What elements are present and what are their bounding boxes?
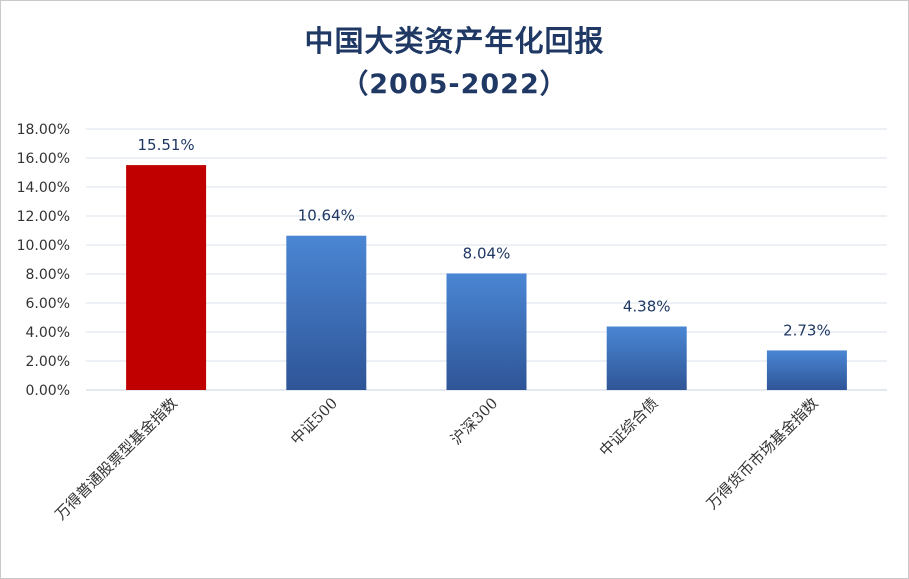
bar: [606, 326, 687, 390]
y-tick-label: 4.00%: [26, 325, 70, 341]
y-tick-label: 8.00%: [26, 267, 70, 283]
y-tick-label: 10.00%: [17, 238, 70, 254]
x-axis-categories: 万得普通股票型基金指数 中证500 沪深300 中证综合债 万得货币市场基金指数: [52, 394, 822, 523]
bar: [286, 235, 367, 390]
data-label: 8.04%: [463, 244, 511, 262]
chart-subtitle: （2005-2022）: [341, 69, 568, 100]
y-tick-label: 14.00%: [17, 180, 70, 196]
category-label: 万得普通股票型基金指数: [52, 394, 181, 523]
category-label: 中证综合债: [596, 394, 662, 460]
data-label: 15.51%: [137, 136, 194, 154]
category-label: 中证500: [287, 394, 341, 448]
y-tick-label: 6.00%: [26, 296, 70, 312]
category-label: 沪深300: [447, 394, 501, 448]
chart-title: 中国大类资产年化回报: [304, 24, 605, 58]
y-tick-label: 16.00%: [17, 151, 70, 167]
data-label: 2.73%: [783, 321, 831, 339]
y-tick-label: 2.00%: [26, 354, 70, 370]
data-label: 10.64%: [298, 207, 355, 225]
bars: [126, 165, 847, 390]
bar: [446, 273, 527, 390]
y-tick-label: 12.00%: [17, 209, 70, 225]
bar: [766, 350, 847, 390]
category-label: 万得货币市场基金指数: [703, 394, 822, 513]
data-label: 4.38%: [623, 297, 671, 315]
bar: [126, 165, 207, 390]
y-axis-ticks: 0.00% 2.00% 4.00% 6.00% 8.00% 10.00% 12.00% 14.…: [17, 122, 70, 399]
y-tick-label: 0.00%: [26, 383, 70, 399]
data-labels: 15.51% 10.64% 8.04% 4.38% 2.73%: [137, 136, 830, 339]
y-tick-label: 18.00%: [17, 122, 70, 138]
